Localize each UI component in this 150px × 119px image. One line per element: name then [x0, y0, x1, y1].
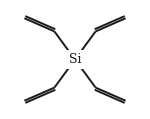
- Text: Si: Si: [69, 53, 81, 66]
